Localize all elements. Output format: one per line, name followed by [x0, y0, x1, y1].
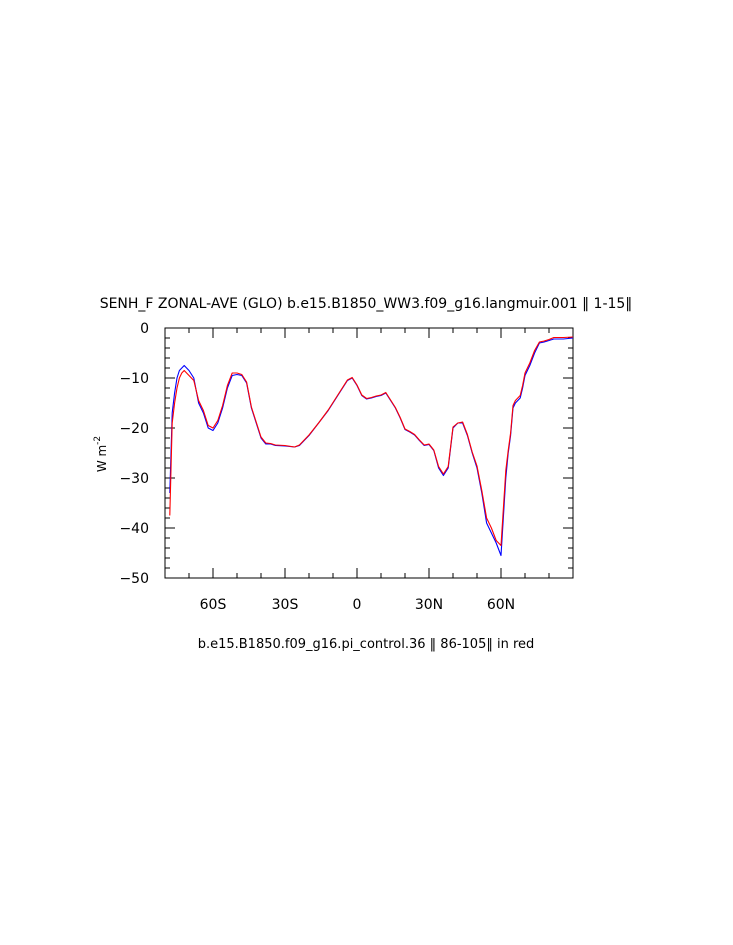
y-axis-label: W m-2 [93, 436, 109, 472]
x-tick-label: 30S [272, 597, 299, 613]
x-tick-label: 60S [200, 597, 227, 613]
y-tick-label: −10 [119, 371, 149, 387]
y-tick-label: −20 [119, 421, 149, 437]
x-axis-label: b.e15.B1850.f09_g16.pi_control.36 ‖ 86-1… [198, 637, 535, 652]
plot-frame [164, 327, 574, 579]
x-tick-label: 0 [353, 597, 362, 613]
y-tick-label: −30 [119, 471, 149, 487]
x-tick-label: 30N [415, 597, 443, 613]
y-tick-label: 0 [140, 321, 149, 337]
plot-border [164, 327, 574, 579]
y-axis-label-text: W m [95, 445, 109, 472]
series-line-blue [169, 337, 574, 557]
x-tick-label: 60N [487, 597, 515, 613]
y-tick-label: −50 [119, 571, 149, 587]
plot-series [169, 336, 574, 557]
y-tick-label: −40 [119, 521, 149, 537]
axis-ticks: 0 −10 −20 −30 −40 −50 60S 30S 0 30N 60N [119, 321, 573, 613]
y-axis-label-exponent: -2 [93, 436, 103, 445]
chart-title: SENH_F ZONAL-AVE (GLO) b.e15.B1850_WW3.f… [100, 296, 633, 312]
series-line-red [169, 336, 574, 547]
